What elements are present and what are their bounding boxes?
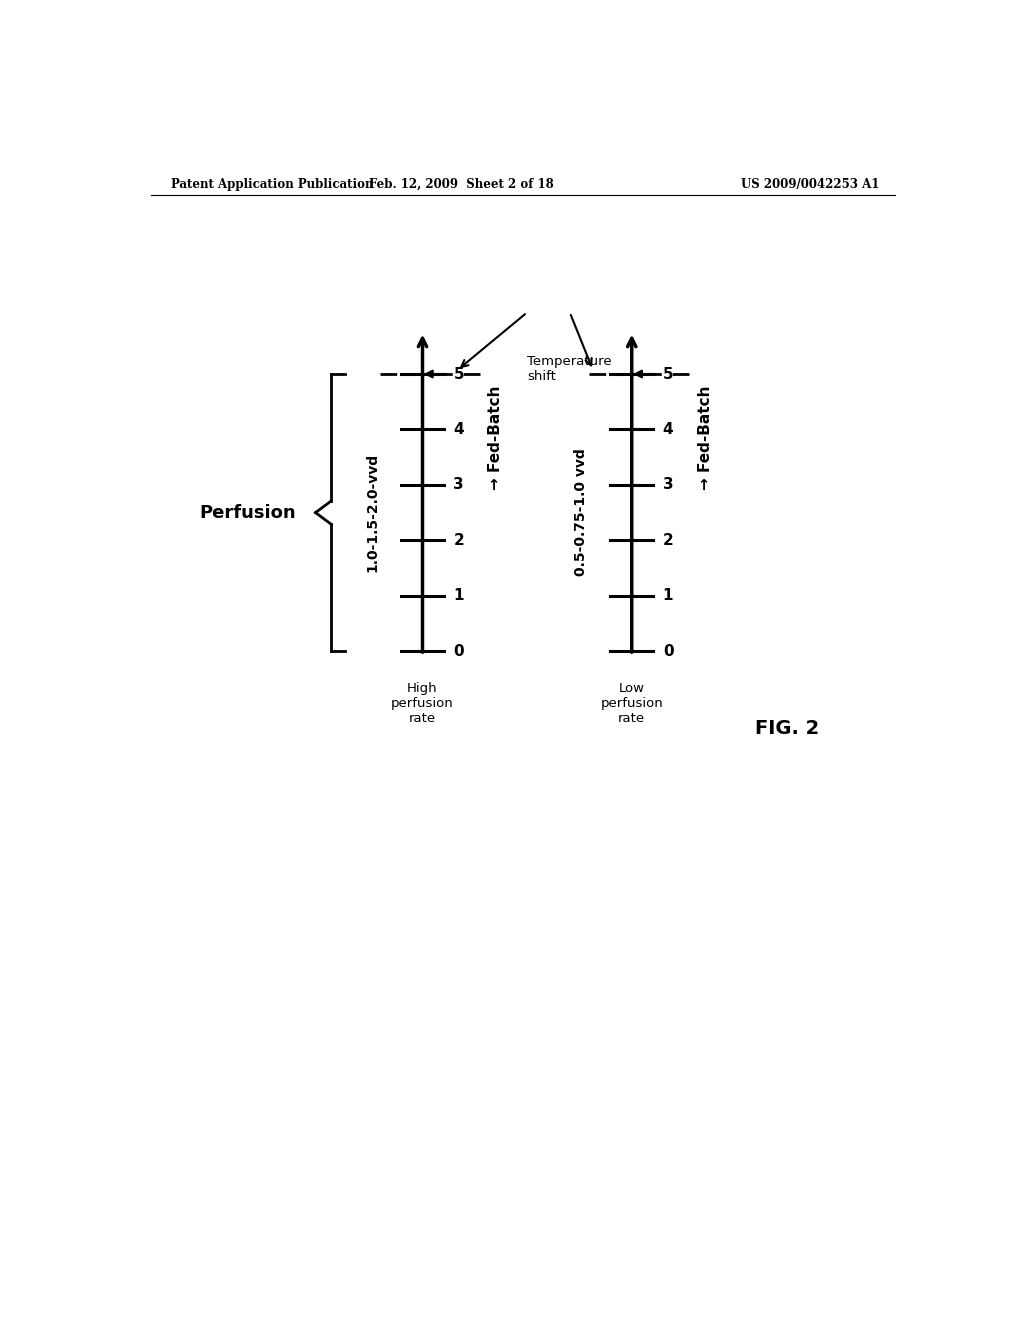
Text: 1: 1 [663,589,673,603]
Text: Low
perfusion
rate: Low perfusion rate [600,682,664,725]
Text: 3: 3 [454,478,464,492]
Text: High
perfusion
rate: High perfusion rate [391,682,454,725]
Text: Perfusion: Perfusion [200,504,296,521]
Text: 1.0-1.5-2.0-vvd: 1.0-1.5-2.0-vvd [366,453,379,572]
Text: 2: 2 [663,533,674,548]
Text: Feb. 12, 2009  Sheet 2 of 18: Feb. 12, 2009 Sheet 2 of 18 [369,178,554,190]
Text: 0: 0 [663,644,674,659]
Text: 0.5-0.75-1.0 vvd: 0.5-0.75-1.0 vvd [574,449,589,577]
Text: US 2009/0042253 A1: US 2009/0042253 A1 [741,178,880,190]
Text: 4: 4 [663,422,674,437]
Text: → Fed-Batch: → Fed-Batch [488,385,504,490]
Text: Patent Application Publication: Patent Application Publication [171,178,373,190]
Text: 0: 0 [454,644,464,659]
Text: 5: 5 [454,367,464,381]
Text: Temperature
shift: Temperature shift [527,355,611,383]
Text: FIG. 2: FIG. 2 [755,718,819,738]
Text: 3: 3 [663,478,674,492]
Text: 4: 4 [454,422,464,437]
Text: 5: 5 [663,367,674,381]
Text: 2: 2 [454,533,464,548]
Text: → Fed-Batch: → Fed-Batch [697,385,713,490]
Text: 1: 1 [454,589,464,603]
